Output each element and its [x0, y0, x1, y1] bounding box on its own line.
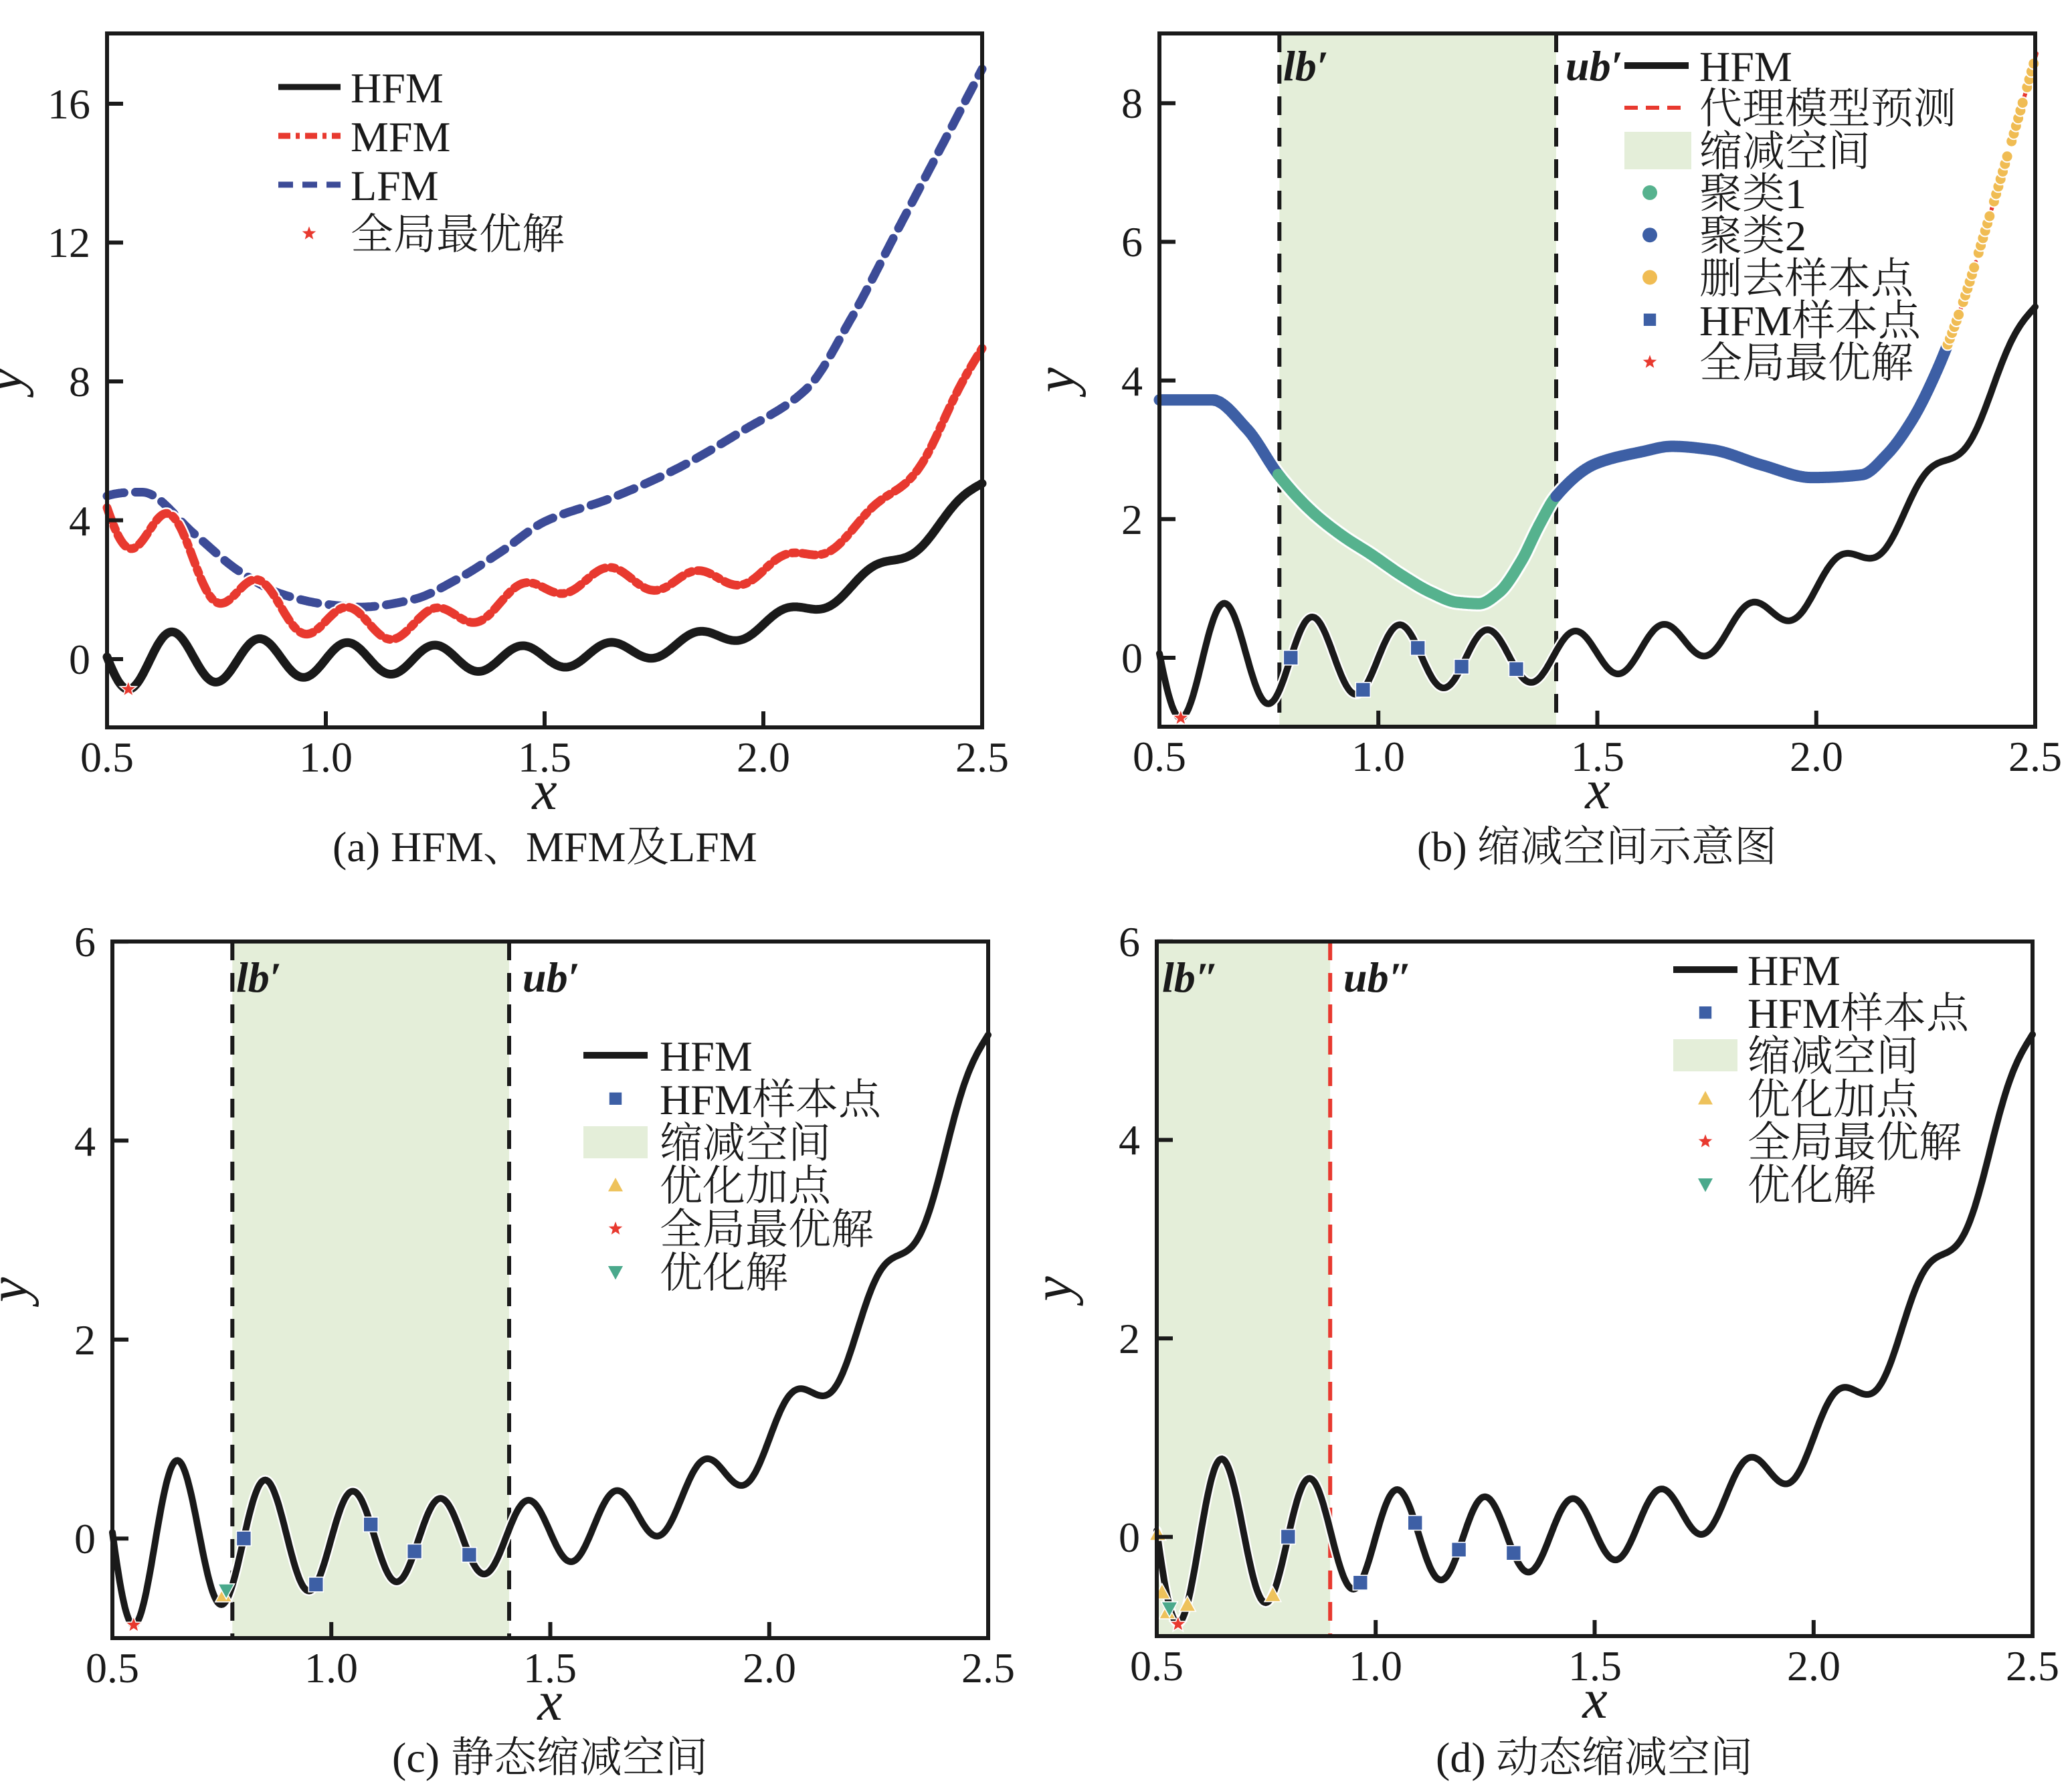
svg-text:x: x	[536, 1670, 562, 1732]
svg-text:0.5: 0.5	[1130, 1642, 1184, 1690]
svg-text:HFM: HFM	[660, 1033, 753, 1080]
svg-text:HFM: HFM	[351, 64, 444, 112]
svg-text:1.0: 1.0	[299, 733, 353, 781]
svg-text:6: 6	[1119, 918, 1140, 966]
svg-text:ub′: ub′	[523, 954, 580, 1001]
svg-text:ub′: ub′	[1566, 42, 1623, 90]
svg-text:8: 8	[1121, 80, 1143, 127]
svg-text:4: 4	[69, 497, 90, 545]
svg-text:x: x	[531, 759, 557, 822]
svg-text:2: 2	[74, 1316, 96, 1364]
svg-text:2.0: 2.0	[1790, 733, 1843, 780]
svg-text:2: 2	[1785, 212, 1806, 260]
svg-text:1.5: 1.5	[523, 1644, 577, 1692]
svg-text:ub″: ub″	[1343, 954, 1412, 1001]
svg-text:2: 2	[1119, 1315, 1140, 1362]
svg-text:HFM: HFM	[660, 1076, 753, 1124]
svg-text:12: 12	[48, 219, 90, 266]
svg-text:2: 2	[1121, 496, 1143, 543]
svg-text:8: 8	[69, 358, 90, 406]
svg-text:4: 4	[1119, 1116, 1140, 1164]
svg-text:(c): (c)	[392, 1734, 440, 1781]
svg-text:2.0: 2.0	[737, 733, 790, 781]
svg-text:1.0: 1.0	[304, 1644, 358, 1692]
svg-text:MFM: MFM	[351, 113, 450, 161]
svg-text:1.5: 1.5	[518, 733, 571, 781]
svg-text:LFM: LFM	[351, 162, 439, 209]
svg-text:lb′: lb′	[236, 954, 282, 1001]
svg-text:0: 0	[1119, 1514, 1140, 1561]
svg-text:0.5: 0.5	[80, 733, 134, 781]
svg-text:HFM: HFM	[1699, 43, 1792, 90]
svg-text:1.0: 1.0	[1349, 1642, 1402, 1690]
svg-text:1.5: 1.5	[1571, 733, 1624, 780]
svg-text:1.5: 1.5	[1568, 1642, 1622, 1690]
svg-text:0.5: 0.5	[86, 1644, 139, 1692]
svg-text:4: 4	[1121, 357, 1143, 405]
svg-text:y: y	[1024, 367, 1087, 398]
svg-text:(b): (b)	[1417, 823, 1467, 871]
svg-text:16: 16	[48, 80, 90, 128]
svg-text:lb′: lb′	[1283, 42, 1329, 90]
svg-text:y: y	[0, 1277, 39, 1308]
svg-text:y: y	[1022, 1276, 1084, 1307]
svg-text:HFM: HFM	[1748, 990, 1841, 1037]
svg-text:0.5: 0.5	[1133, 733, 1186, 780]
svg-text:y: y	[0, 367, 34, 398]
svg-text:6: 6	[1121, 218, 1143, 266]
svg-text:x: x	[1584, 759, 1610, 821]
svg-text:lb″: lb″	[1162, 954, 1219, 1001]
svg-text:(a) HFM: (a) HFM	[333, 823, 484, 871]
svg-text:MFM: MFM	[526, 823, 626, 871]
svg-text:x: x	[1581, 1668, 1607, 1730]
svg-text:LFM: LFM	[669, 823, 757, 871]
svg-text:2.0: 2.0	[1787, 1642, 1841, 1690]
svg-text:0: 0	[1121, 634, 1143, 682]
svg-text:2.5: 2.5	[961, 1644, 1015, 1692]
svg-text:1: 1	[1785, 170, 1806, 217]
svg-text:2.0: 2.0	[743, 1644, 796, 1692]
svg-text:2.5: 2.5	[2008, 733, 2062, 780]
svg-text:2.5: 2.5	[955, 733, 1009, 781]
svg-text:1.0: 1.0	[1351, 733, 1405, 780]
svg-text:6: 6	[74, 918, 96, 966]
svg-text:(d): (d)	[1436, 1734, 1486, 1781]
svg-text:4: 4	[74, 1118, 96, 1165]
svg-text:HFM: HFM	[1699, 297, 1792, 345]
svg-text:0: 0	[74, 1515, 96, 1562]
svg-text:0: 0	[69, 636, 90, 683]
svg-text:2.5: 2.5	[2006, 1642, 2059, 1690]
svg-text:HFM: HFM	[1748, 947, 1841, 994]
